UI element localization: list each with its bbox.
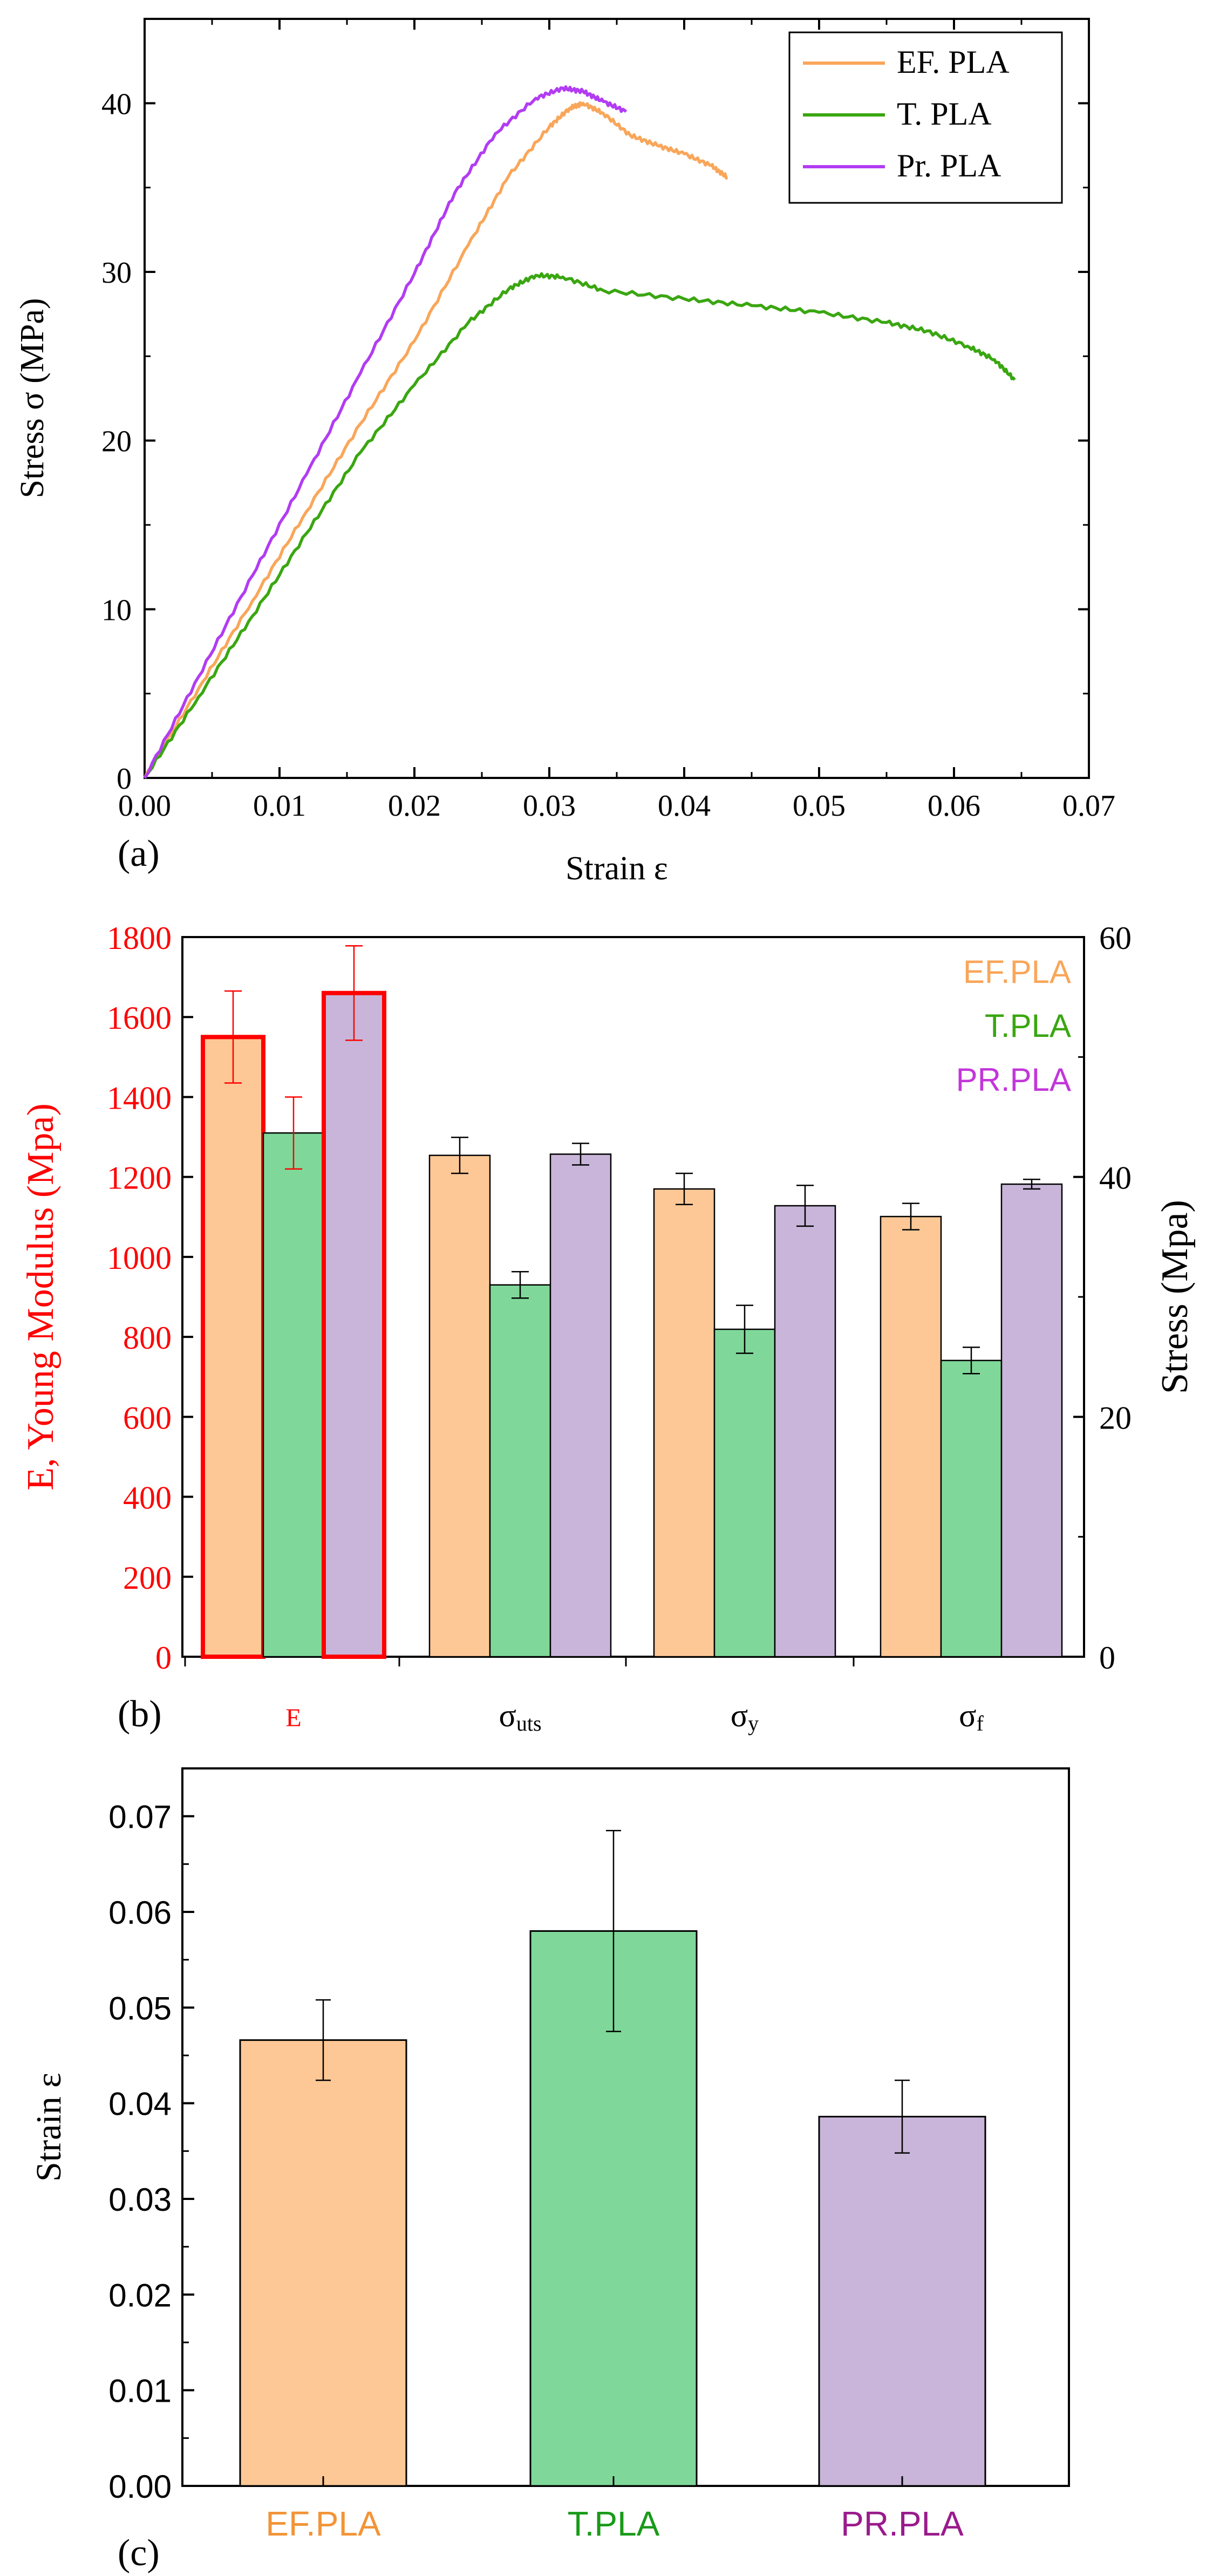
panel-a-x-tick-label: 0.07: [1062, 789, 1115, 823]
panel-b-left-tick-label: 1200: [107, 1160, 172, 1196]
panel-a-x-tick-label: 0.00: [118, 789, 171, 823]
panel-b-letter: (b): [118, 1693, 162, 1735]
panel-b-category-label: E: [285, 1704, 301, 1732]
panel-a-x-tick-label: 0.04: [658, 789, 711, 823]
panel-b-legend: EF.PLA T.PLA PR.PLA: [956, 954, 1071, 1098]
panel-b-right-tick-label: 40: [1099, 1160, 1132, 1196]
panel-c-y-tick-label: 0.04: [108, 2086, 172, 2122]
panel-b-right-tick-label: 0: [1099, 1640, 1115, 1676]
panel-b-bar: [549, 1153, 612, 1658]
panel-a-y-tick-label: 40: [101, 87, 132, 121]
panel-c-y-tick-label: 0.07: [108, 1799, 172, 1835]
panel-a-legend: EF. PLA T. PLA Pr. PLA: [788, 31, 1063, 204]
panel-c-y-tick-label: 0.00: [108, 2469, 172, 2505]
panel-a-axes: 0.00 0.01 0.02 0.03 0.04 0.05 0.06 0.07 0 10 20 30 4…: [101, 19, 1115, 823]
panel-a-y-tick-label: 10: [101, 593, 132, 627]
panel-c-y-tick-label: 0.02: [108, 2277, 172, 2313]
panel-b-bar: [262, 1132, 325, 1658]
panel-a-stress-strain-chart: 0.00 0.01 0.02 0.03 0.04 0.05 0.06 0.07 0 10 20 30 4…: [14, 18, 1115, 887]
panel-c-bar: [239, 2039, 407, 2487]
panel-a-y-tick-label: 20: [101, 425, 132, 459]
panel-b-bar: [428, 1154, 491, 1658]
panel-a-legend-label: T. PLA: [897, 96, 992, 132]
panel-c-category-label: T.PLA: [568, 2504, 660, 2543]
panel-c-category-label: PR.PLA: [841, 2504, 964, 2543]
panel-b-left-tick-label: 1600: [107, 1000, 172, 1036]
panel-c-bars: [239, 1830, 986, 2487]
panel-a-x-tick-label: 0.01: [253, 789, 306, 823]
panel-c-y-tick-label: 0.05: [108, 1990, 172, 2026]
panel-b-left-tick-label: 1400: [107, 1080, 172, 1116]
panel-b-bar: [322, 990, 386, 1659]
panel-a-legend-box: [788, 31, 1063, 204]
panel-a-series-line-1: [143, 101, 728, 779]
panel-b-bar: [489, 1284, 551, 1658]
panel-b-category-label: σy: [731, 1698, 759, 1735]
panel-c-letter: (c): [118, 2532, 160, 2574]
panel-a-series-line-2: [143, 272, 1016, 779]
panel-b-legend-label: T.PLA: [985, 1008, 1071, 1044]
panel-a-series-lines: [143, 85, 1016, 779]
panel-b-left-tick-label: 1000: [107, 1240, 172, 1276]
panel-a-legend-label: EF. PLA: [897, 44, 1010, 80]
panel-a-letter: (a): [118, 833, 160, 874]
panel-a-y-tick-label: 30: [101, 256, 132, 290]
panel-c-y-tick-label: 0.06: [108, 1895, 172, 1931]
panel-a-x-tick-label: 0.05: [793, 789, 846, 823]
panel-a-x-tick-label: 0.03: [523, 789, 576, 823]
panel-a-y-tick-label: 0: [117, 762, 132, 796]
panel-b-left-tick-label: 600: [123, 1400, 172, 1436]
panel-b-right-tick-label: 20: [1099, 1400, 1132, 1436]
panel-b-category-label: σuts: [499, 1698, 541, 1735]
panel-b-left-axis-label: E, Young Modulus (Mpa): [20, 1103, 62, 1491]
panel-b-bars: [201, 945, 1063, 1659]
panel-b-bar: [880, 1215, 942, 1658]
panel-c-y-axis-label: Strain ε: [29, 2073, 69, 2182]
panel-b-left-tick-label: 800: [123, 1320, 172, 1356]
panel-c-strain-chart: EF.PLA T.PLA PR.PLA 0.00 0.01 0.02 0.03 0.04 0.0…: [29, 1767, 1070, 2574]
panel-c-y-tick-label: 0.03: [108, 2182, 172, 2218]
panel-a-legend-label: Pr. PLA: [897, 148, 1001, 183]
panel-a-x-axis-label: Strain ε: [565, 850, 668, 887]
panel-b-category-label: σf: [959, 1698, 984, 1735]
panel-b-bar: [1000, 1183, 1063, 1658]
panel-b-right-tick-label: 60: [1099, 920, 1132, 956]
panel-b-legend-label: PR.PLA: [956, 1062, 1071, 1098]
panel-b-left-tick-label: 1800: [107, 920, 172, 956]
panel-a-x-tick-label: 0.02: [388, 789, 441, 823]
panel-c-y-tick-label: 0.01: [108, 2373, 172, 2409]
panel-c-axes: EF.PLA T.PLA PR.PLA 0.00 0.01 0.02 0.03 0.04 0.0…: [108, 1799, 964, 2543]
panel-b-bar: [713, 1328, 776, 1658]
panel-a-x-tick-label: 0.06: [928, 789, 980, 823]
panel-c-category-label: EF.PLA: [265, 2504, 381, 2543]
panel-b-left-tick-label: 200: [123, 1560, 172, 1596]
panel-a-series-line-3: [143, 85, 628, 779]
panel-b-right-axis-label: Stress (Mpa): [1154, 1200, 1196, 1394]
panel-b-bar: [653, 1188, 715, 1658]
panel-c-bar: [818, 2115, 986, 2487]
panel-b-left-tick-label: 0: [155, 1640, 172, 1676]
panel-b-bar: [940, 1359, 1003, 1658]
panel-b-legend-label: EF.PLA: [963, 954, 1071, 990]
panel-b-bar: [201, 1035, 265, 1659]
panel-b-bar: [774, 1205, 836, 1658]
panel-a-y-axis-label: Stress σ (MPa): [14, 298, 51, 498]
panel-b-left-tick-label: 400: [123, 1480, 172, 1516]
